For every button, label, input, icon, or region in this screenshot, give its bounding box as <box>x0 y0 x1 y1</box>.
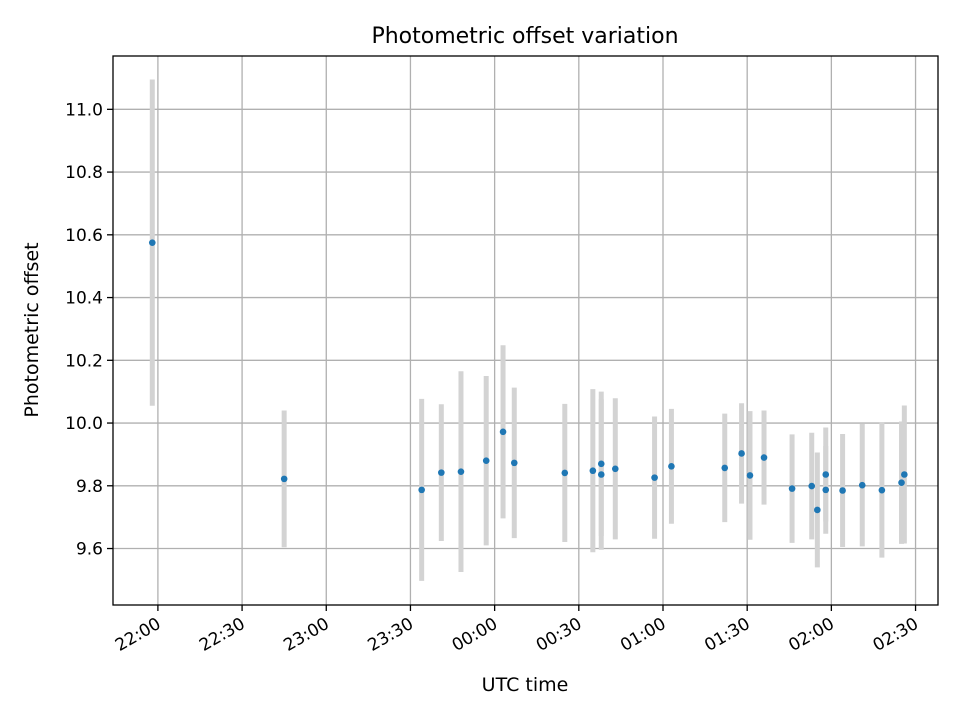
x-tick-label: 01:30 <box>701 614 753 656</box>
data-point <box>589 467 597 475</box>
y-tick-label: 10.2 <box>65 351 103 371</box>
y-tick-label: 9.8 <box>76 477 103 497</box>
data-point <box>438 469 445 476</box>
data-point <box>668 463 675 470</box>
data-point <box>510 459 518 467</box>
tick-layer: 22:00 22:30 23:00 23:30 00:00 00:30 01:00 01:30… <box>65 100 922 655</box>
data-point <box>148 239 156 246</box>
data-point <box>721 464 729 472</box>
data-point <box>418 486 425 494</box>
data-point <box>280 475 288 483</box>
y-tick-label: 10.0 <box>65 414 103 434</box>
data-point <box>822 486 830 494</box>
data-point <box>738 450 745 457</box>
data-point <box>898 479 905 486</box>
x-tick-label: 01:00 <box>617 614 669 656</box>
data-point <box>746 472 754 479</box>
data-point <box>858 481 866 489</box>
data-point <box>457 468 465 475</box>
data-point <box>482 457 490 464</box>
data-point <box>561 469 569 477</box>
x-axis-label: UTC time <box>482 674 569 696</box>
data-point <box>597 471 605 478</box>
y-tick-label: 10.4 <box>65 289 103 309</box>
data-point <box>814 506 821 514</box>
data-point <box>651 474 658 481</box>
data-point <box>808 482 816 490</box>
chart-title: Photometric offset variation <box>371 24 678 49</box>
data-point <box>822 471 830 478</box>
x-tick-label: 23:30 <box>365 614 417 656</box>
data-point <box>788 485 796 492</box>
y-tick-label: 10.8 <box>65 163 103 183</box>
y-tick-label: 10.6 <box>65 226 103 246</box>
x-tick-label: 02:00 <box>785 614 837 656</box>
data-point <box>760 454 768 461</box>
data-point <box>878 486 886 494</box>
x-tick-label: 22:00 <box>112 614 164 656</box>
data-point <box>839 487 846 494</box>
x-tick-label: 00:30 <box>533 614 585 656</box>
x-tick-label: 22:30 <box>196 614 248 656</box>
errorbar-layer <box>149 79 907 581</box>
y-axis-label: Photometric offset <box>21 242 43 417</box>
plot-frame <box>112 55 939 606</box>
grid-layer <box>113 56 938 605</box>
x-tick-label: 00:00 <box>449 614 501 656</box>
data-point <box>901 471 908 478</box>
data-point <box>499 428 507 436</box>
x-tick-label: 23:00 <box>280 614 332 656</box>
data-point <box>611 465 619 473</box>
x-tick-label: 02:30 <box>870 614 922 656</box>
y-tick-label: 11.0 <box>65 100 103 120</box>
data-point <box>597 460 605 468</box>
y-tick-label: 9.6 <box>76 540 103 560</box>
point-layer <box>148 239 908 514</box>
